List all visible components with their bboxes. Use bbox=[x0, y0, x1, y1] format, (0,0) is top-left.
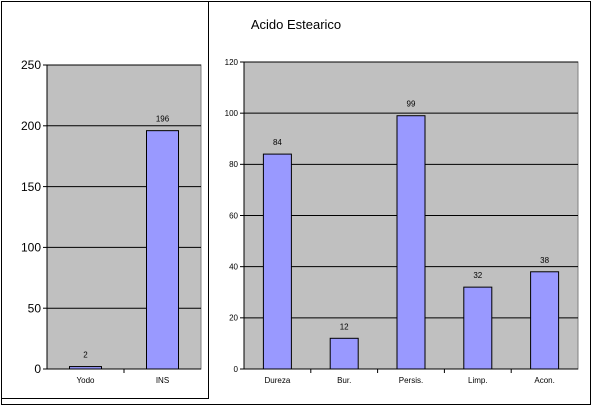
y-tick-label: 250 bbox=[21, 58, 41, 72]
category-label: Limp. bbox=[468, 376, 488, 385]
data-label: 196 bbox=[156, 115, 170, 124]
category-label: Yodo bbox=[77, 376, 96, 385]
data-label: 32 bbox=[473, 271, 482, 280]
category-label: INS bbox=[156, 376, 169, 385]
y-tick-label: 200 bbox=[21, 119, 41, 133]
bar bbox=[396, 115, 426, 370]
bar bbox=[146, 130, 179, 370]
bar bbox=[329, 337, 359, 370]
category-label: Dureza bbox=[265, 376, 291, 385]
y-tick-label: 20 bbox=[229, 314, 238, 323]
data-label: 84 bbox=[273, 138, 282, 147]
y-tick-label: 60 bbox=[229, 211, 238, 220]
y-tick-label: 120 bbox=[225, 58, 239, 67]
chart-left: 0 50 100 150 200 250 2 Yodo 196 INS bbox=[21, 58, 202, 385]
y-tick-label: 0 bbox=[34, 362, 41, 376]
y-tick-label: 100 bbox=[21, 241, 41, 255]
y-tick-label: 40 bbox=[229, 262, 238, 271]
category-label: Acon. bbox=[534, 376, 554, 385]
bar bbox=[530, 271, 560, 370]
data-label: 12 bbox=[340, 322, 349, 331]
y-tick-label: 0 bbox=[234, 365, 239, 374]
category-label: Persis. bbox=[399, 376, 423, 385]
y-tick-label: 100 bbox=[225, 109, 239, 118]
category-label: Bur. bbox=[337, 376, 351, 385]
y-tick-label: 80 bbox=[229, 160, 238, 169]
data-label: 2 bbox=[83, 351, 88, 360]
data-label: 38 bbox=[540, 256, 549, 265]
bar bbox=[69, 366, 102, 370]
chart-right: Acido Estearico 0 20 40 60 80 100 120 84 Dureza 1… bbox=[225, 17, 579, 385]
chart-title: Acido Estearico bbox=[251, 17, 341, 32]
y-tick-label: 150 bbox=[21, 180, 41, 194]
bar bbox=[262, 153, 292, 370]
y-tick-label: 50 bbox=[28, 301, 42, 315]
data-label: 99 bbox=[407, 100, 416, 109]
bar bbox=[463, 286, 493, 370]
